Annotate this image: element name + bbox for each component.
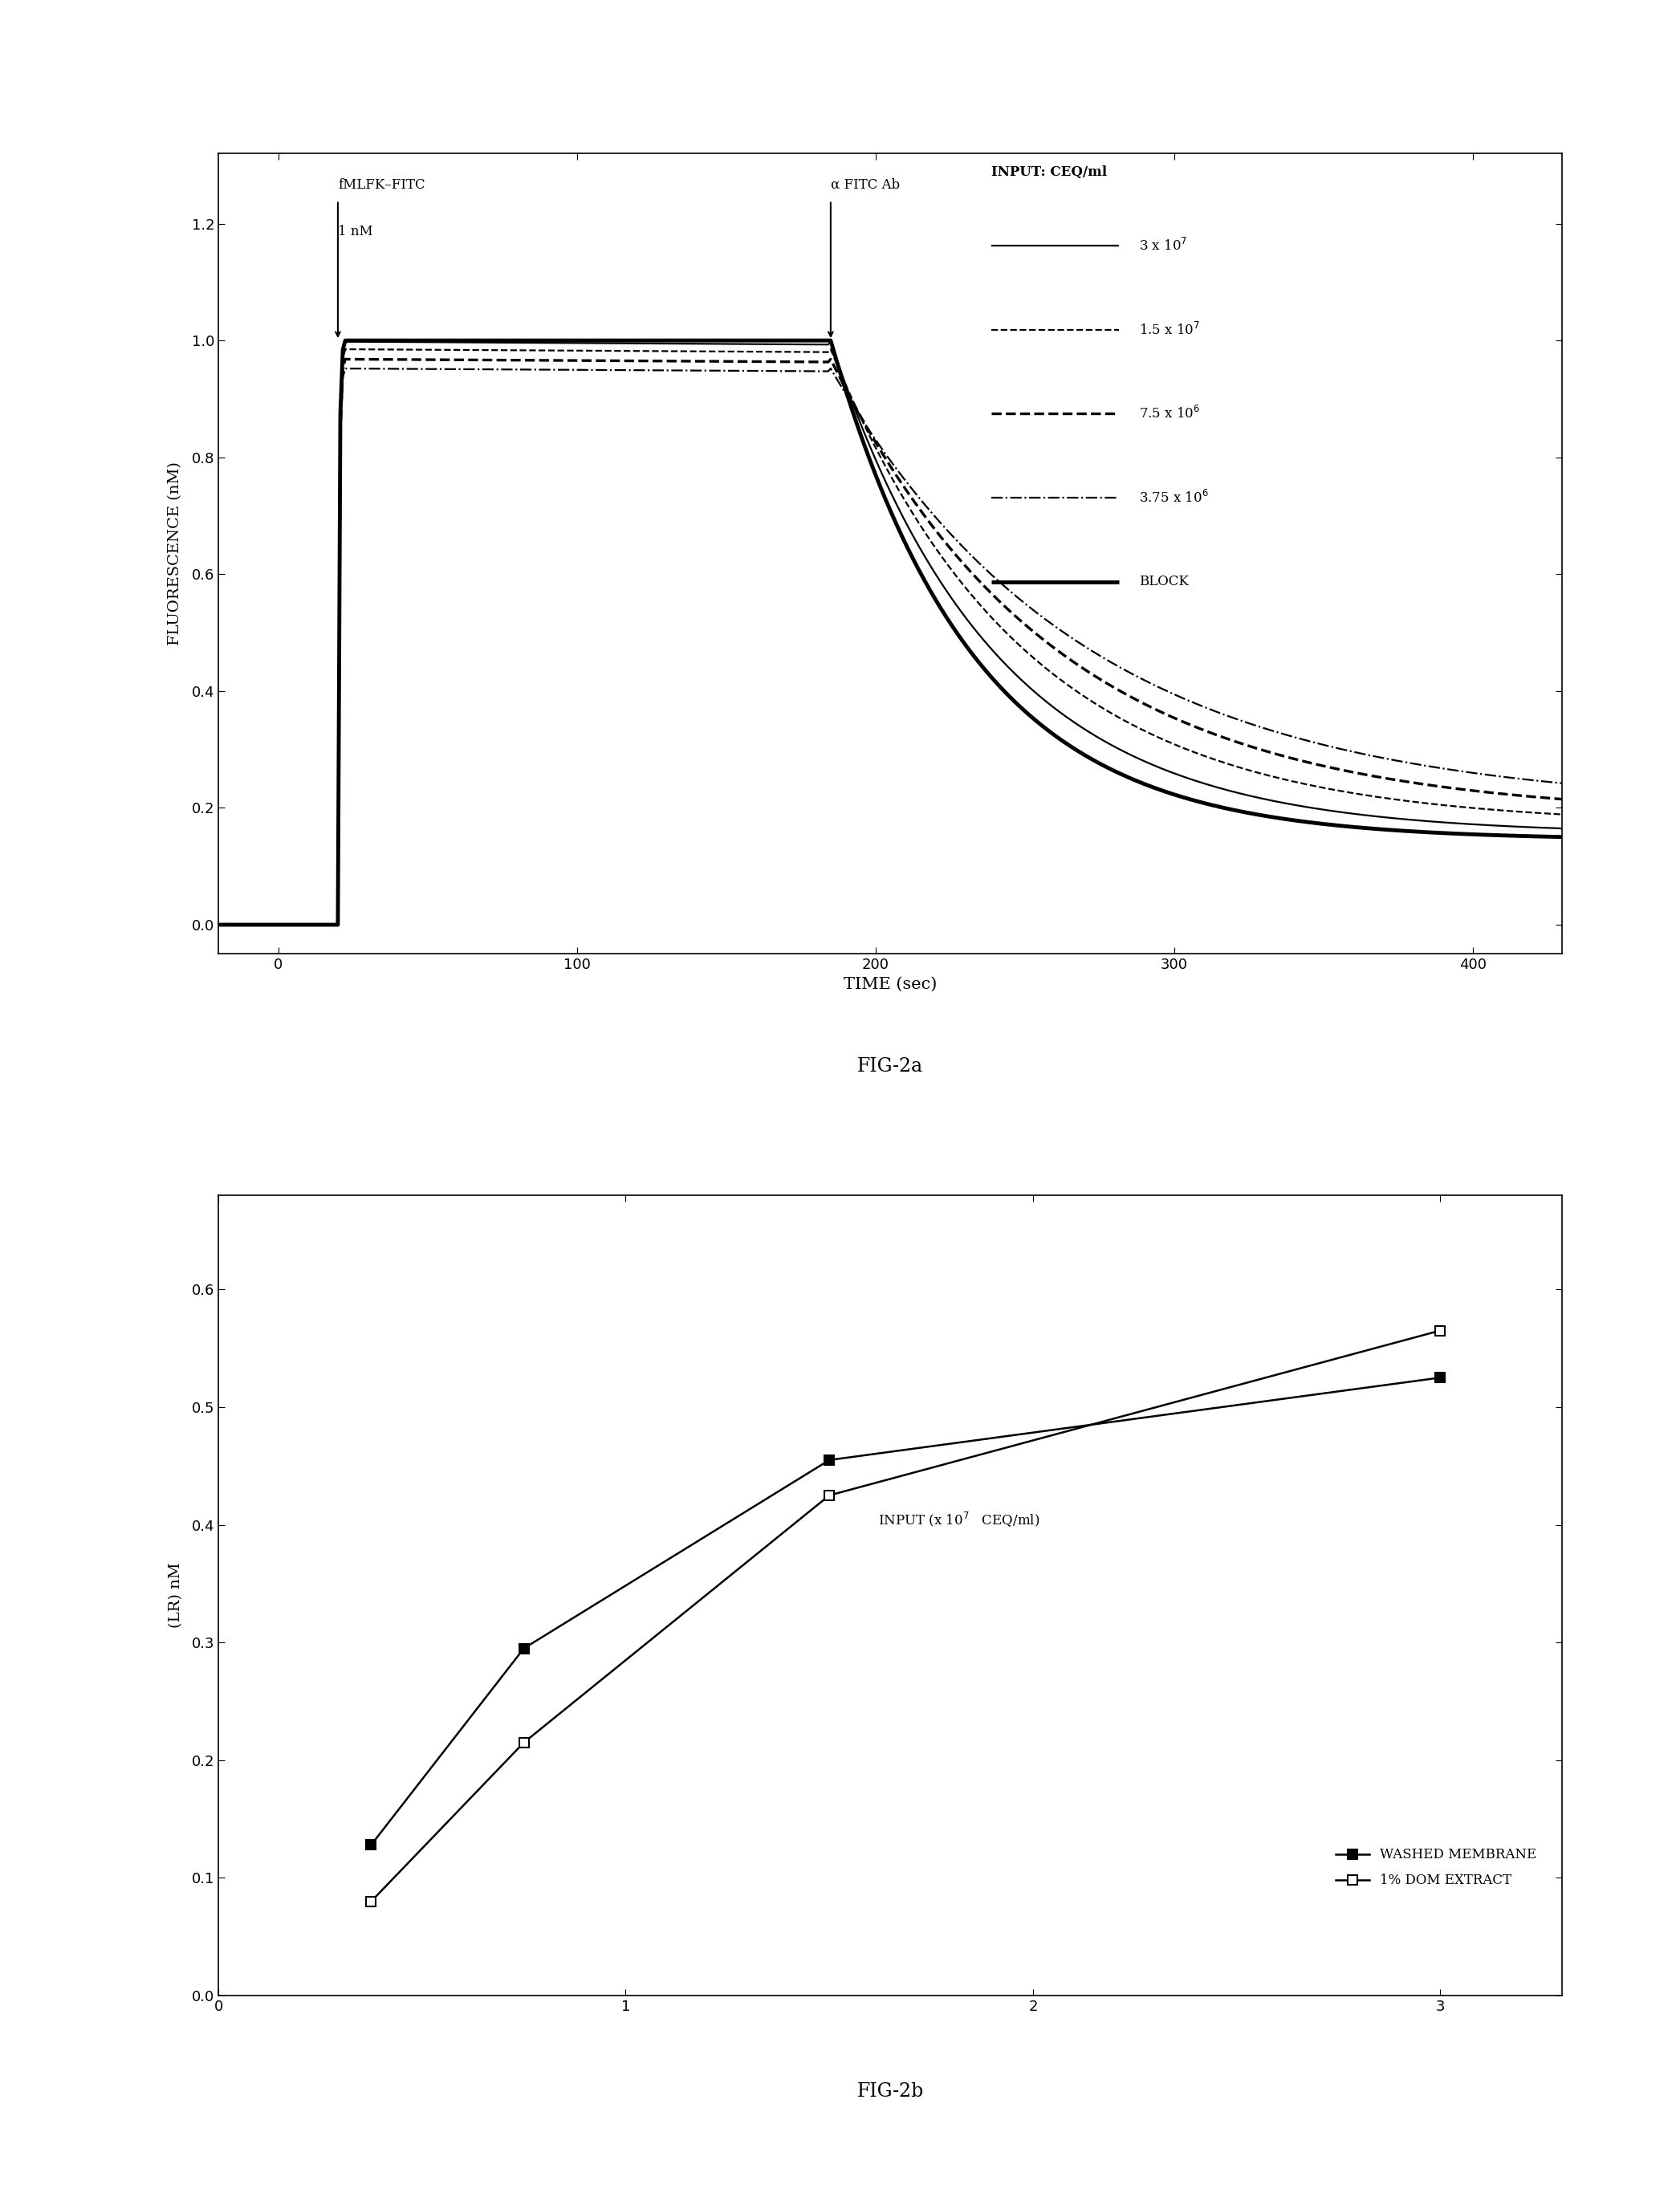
WASHED MEMBRANE [514,1636,534,1662]
1% DOM EXTRACT [1430,1318,1450,1344]
Text: INPUT (x 10$^7$   CEQ/ml): INPUT (x 10$^7$ CEQ/ml) [879,1509,1040,1529]
Text: FIG-2a: FIG-2a [857,1057,924,1075]
Text: BLOCK: BLOCK [1139,575,1189,588]
Y-axis label: FLUORESCENCE (nM): FLUORESCENCE (nM) [168,463,183,645]
1% DOM EXTRACT [820,1482,840,1509]
Text: INPUT: CEQ/ml: INPUT: CEQ/ml [991,164,1107,180]
1% DOM EXTRACT [514,1730,534,1757]
Text: α FITC Ab: α FITC Ab [830,178,900,191]
Y-axis label: (LR) nM: (LR) nM [168,1564,183,1627]
1% DOM EXTRACT [361,1888,381,1914]
Line: 1% DOM EXTRACT: 1% DOM EXTRACT [366,1325,1445,1906]
Text: 3 x 10$^7$: 3 x 10$^7$ [1139,237,1188,254]
X-axis label: TIME (sec): TIME (sec) [843,976,937,991]
Text: 1.5 x 10$^7$: 1.5 x 10$^7$ [1139,322,1200,338]
Legend: WASHED MEMBRANE, 1% DOM EXTRACT: WASHED MEMBRANE, 1% DOM EXTRACT [1331,1842,1542,1893]
WASHED MEMBRANE [1430,1364,1450,1390]
Text: FIG-2b: FIG-2b [857,2083,924,2101]
Text: 1 nM: 1 nM [338,224,373,239]
Text: 3.75 x 10$^6$: 3.75 x 10$^6$ [1139,489,1210,507]
Line: WASHED MEMBRANE: WASHED MEMBRANE [366,1373,1445,1851]
WASHED MEMBRANE [820,1447,840,1474]
Text: 7.5 x 10$^6$: 7.5 x 10$^6$ [1139,406,1200,421]
Text: fMLFK–FITC: fMLFK–FITC [338,178,425,191]
WASHED MEMBRANE [361,1831,381,1857]
